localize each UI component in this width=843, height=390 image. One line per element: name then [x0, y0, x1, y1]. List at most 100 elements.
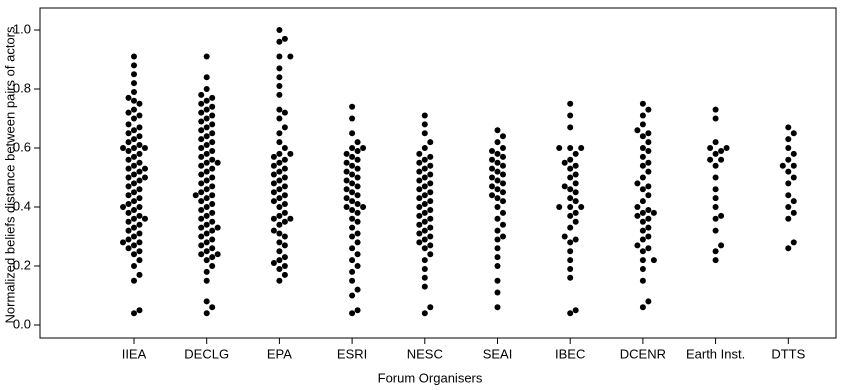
dot	[427, 153, 434, 160]
dot	[790, 174, 797, 181]
dot	[125, 147, 132, 154]
dot	[354, 209, 361, 216]
dot	[712, 150, 719, 157]
dot	[416, 230, 423, 237]
dot	[136, 100, 143, 107]
dot	[354, 139, 361, 146]
dot	[209, 103, 216, 110]
dot	[645, 106, 652, 113]
dot	[141, 215, 148, 222]
dot	[494, 304, 501, 311]
dot	[120, 145, 127, 151]
dot	[198, 118, 205, 125]
dot	[203, 142, 210, 149]
dot	[645, 245, 652, 252]
dot	[645, 215, 652, 222]
dot	[712, 162, 719, 169]
dot	[416, 186, 423, 193]
dot	[125, 156, 132, 163]
dot	[214, 224, 221, 231]
dot	[645, 183, 652, 190]
dot	[209, 139, 216, 146]
dot	[131, 153, 137, 160]
dot	[276, 65, 283, 72]
dot	[634, 180, 641, 187]
dot	[276, 177, 283, 184]
dot	[785, 145, 792, 151]
dot	[416, 195, 423, 202]
y-tick-label: 0.2	[13, 257, 31, 272]
dot	[790, 198, 797, 205]
dot	[572, 209, 579, 216]
dot	[645, 224, 652, 231]
dot	[790, 130, 797, 137]
dot	[136, 150, 143, 157]
dot	[645, 159, 652, 166]
dot	[567, 174, 574, 181]
dot	[125, 236, 132, 243]
dot	[645, 130, 652, 137]
dot	[209, 227, 216, 234]
dot	[489, 147, 496, 154]
dot	[198, 145, 205, 151]
dot	[499, 180, 506, 187]
dot	[125, 139, 132, 146]
dot	[712, 139, 719, 146]
dot	[567, 195, 574, 202]
dot	[203, 97, 210, 104]
dot	[198, 206, 205, 213]
dot	[141, 165, 148, 172]
dot	[427, 180, 434, 187]
dot	[712, 115, 719, 122]
dot	[427, 171, 434, 178]
dot	[131, 215, 137, 222]
dot	[645, 147, 652, 154]
dot	[349, 103, 356, 110]
dot	[572, 218, 579, 225]
dot	[349, 277, 356, 284]
dot	[416, 239, 423, 246]
dot	[416, 221, 423, 228]
dot	[281, 109, 288, 116]
dot	[131, 71, 137, 78]
dot	[136, 230, 143, 237]
dot	[556, 204, 563, 210]
dot	[203, 212, 210, 219]
dot	[198, 198, 205, 205]
dot	[494, 139, 501, 146]
dot	[785, 124, 792, 131]
dot	[281, 218, 288, 225]
dot	[494, 127, 501, 134]
dot	[354, 218, 361, 225]
dot	[785, 136, 792, 143]
dot	[427, 233, 434, 240]
x-tick-label: NESC	[407, 346, 443, 361]
dot	[634, 212, 641, 219]
dot	[203, 177, 210, 184]
y-axis-title: Normalized beliefs distance between pair…	[2, 26, 17, 323]
dot	[785, 180, 792, 187]
dot	[281, 156, 288, 163]
dot	[120, 204, 127, 210]
dot	[203, 310, 210, 317]
x-tick-label: IBEC	[555, 346, 585, 361]
dot	[276, 130, 283, 137]
dot	[567, 165, 574, 172]
dot	[198, 109, 205, 116]
dot	[120, 239, 127, 246]
dot	[639, 100, 646, 107]
dot	[723, 145, 730, 151]
dot	[421, 283, 428, 290]
dot	[203, 248, 210, 255]
dot	[125, 174, 132, 181]
dot	[270, 171, 277, 178]
dot	[214, 251, 221, 258]
dot	[499, 171, 506, 178]
y-tick-label: 1.0	[13, 21, 31, 36]
dot	[639, 198, 646, 205]
dot	[572, 236, 579, 243]
dot	[707, 156, 714, 163]
dot	[125, 192, 132, 199]
dot	[203, 277, 210, 284]
dot	[354, 263, 361, 269]
